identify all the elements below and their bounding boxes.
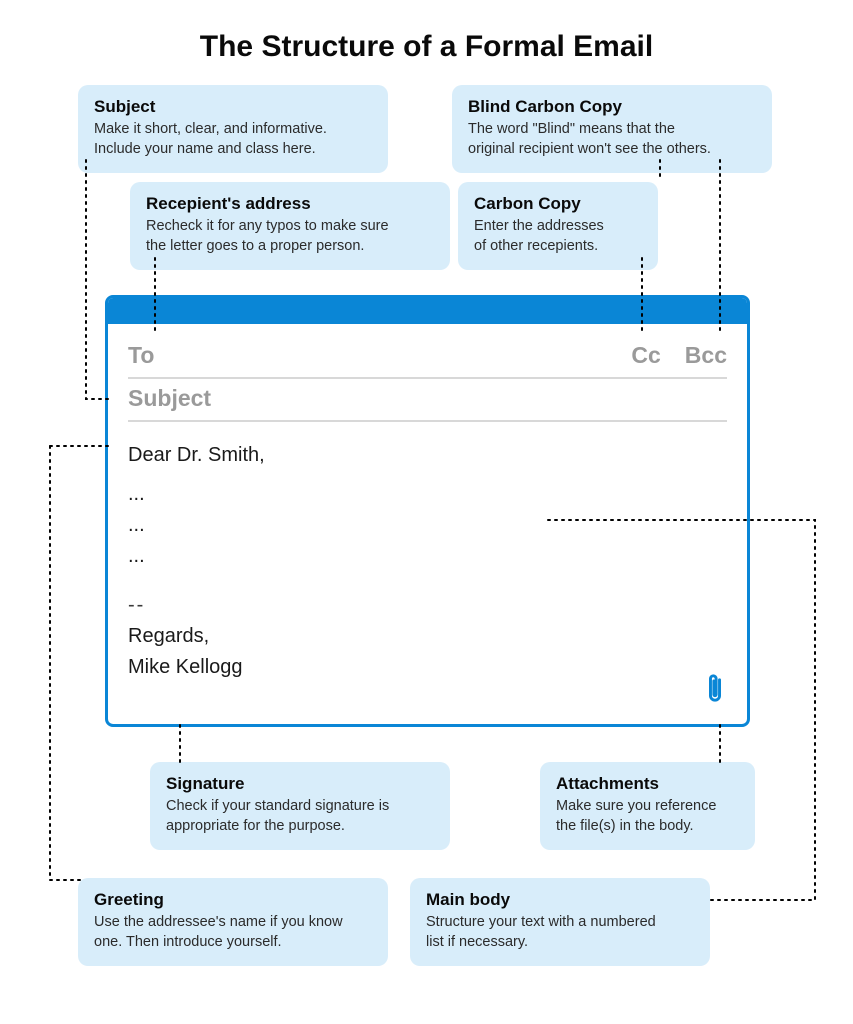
closing-line: Regards, (128, 621, 727, 652)
callout-attachments: Attachments Make sure you reference the … (540, 762, 755, 850)
attachment-icon[interactable] (701, 673, 729, 712)
to-row: To Cc Bcc (128, 336, 727, 379)
callout-recipient: Recepient's address Recheck it for any t… (130, 182, 450, 270)
callout-subject: Subject Make it short, clear, and inform… (78, 85, 388, 173)
subject-row: Subject (128, 379, 727, 422)
callout-desc: Make it short, clear, and informative. I… (94, 120, 372, 159)
signature-name: Mike Kellogg (128, 652, 727, 683)
callout-bcc: Blind Carbon Copy The word "Blind" means… (452, 85, 772, 173)
body-line: ... (128, 479, 727, 510)
callout-desc: Structure your text with a numbered list… (426, 913, 694, 952)
email-titlebar (108, 298, 747, 324)
callout-title: Subject (94, 97, 372, 117)
callout-title: Blind Carbon Copy (468, 97, 756, 117)
bcc-label[interactable]: Bcc (685, 342, 727, 369)
email-body[interactable]: Dear Dr. Smith, ... ... ... -- Regards, … (108, 422, 747, 683)
callout-title: Signature (166, 774, 434, 794)
callout-title: Recepient's address (146, 194, 434, 214)
subject-label: Subject (128, 385, 211, 412)
body-line: ... (128, 510, 727, 541)
callout-desc: The word "Blind" means that the original… (468, 120, 756, 159)
cc-label[interactable]: Cc (631, 342, 660, 369)
callout-title: Main body (426, 890, 694, 910)
callout-cc: Carbon Copy Enter the addresses of other… (458, 182, 658, 270)
callout-title: Greeting (94, 890, 372, 910)
callout-desc: Enter the addresses of other recepients. (474, 217, 642, 256)
callout-signature: Signature Check if your standard signatu… (150, 762, 450, 850)
greeting-line: Dear Dr. Smith, (128, 440, 727, 471)
callout-title: Carbon Copy (474, 194, 642, 214)
callout-title: Attachments (556, 774, 739, 794)
to-label: To (128, 342, 154, 369)
callout-mainbody: Main body Structure your text with a num… (410, 878, 710, 966)
callout-desc: Use the addressee's name if you know one… (94, 913, 372, 952)
email-window: To Cc Bcc Subject Dear Dr. Smith, ... ..… (105, 295, 750, 727)
callout-greeting: Greeting Use the addressee's name if you… (78, 878, 388, 966)
page-title: The Structure of a Formal Email (0, 0, 853, 64)
callout-desc: Recheck it for any typos to make sure th… (146, 217, 434, 256)
signature-divider: -- (128, 590, 727, 621)
callout-desc: Make sure you reference the file(s) in t… (556, 797, 739, 836)
callout-desc: Check if your standard signature is appr… (166, 797, 434, 836)
body-line: ... (128, 541, 727, 572)
